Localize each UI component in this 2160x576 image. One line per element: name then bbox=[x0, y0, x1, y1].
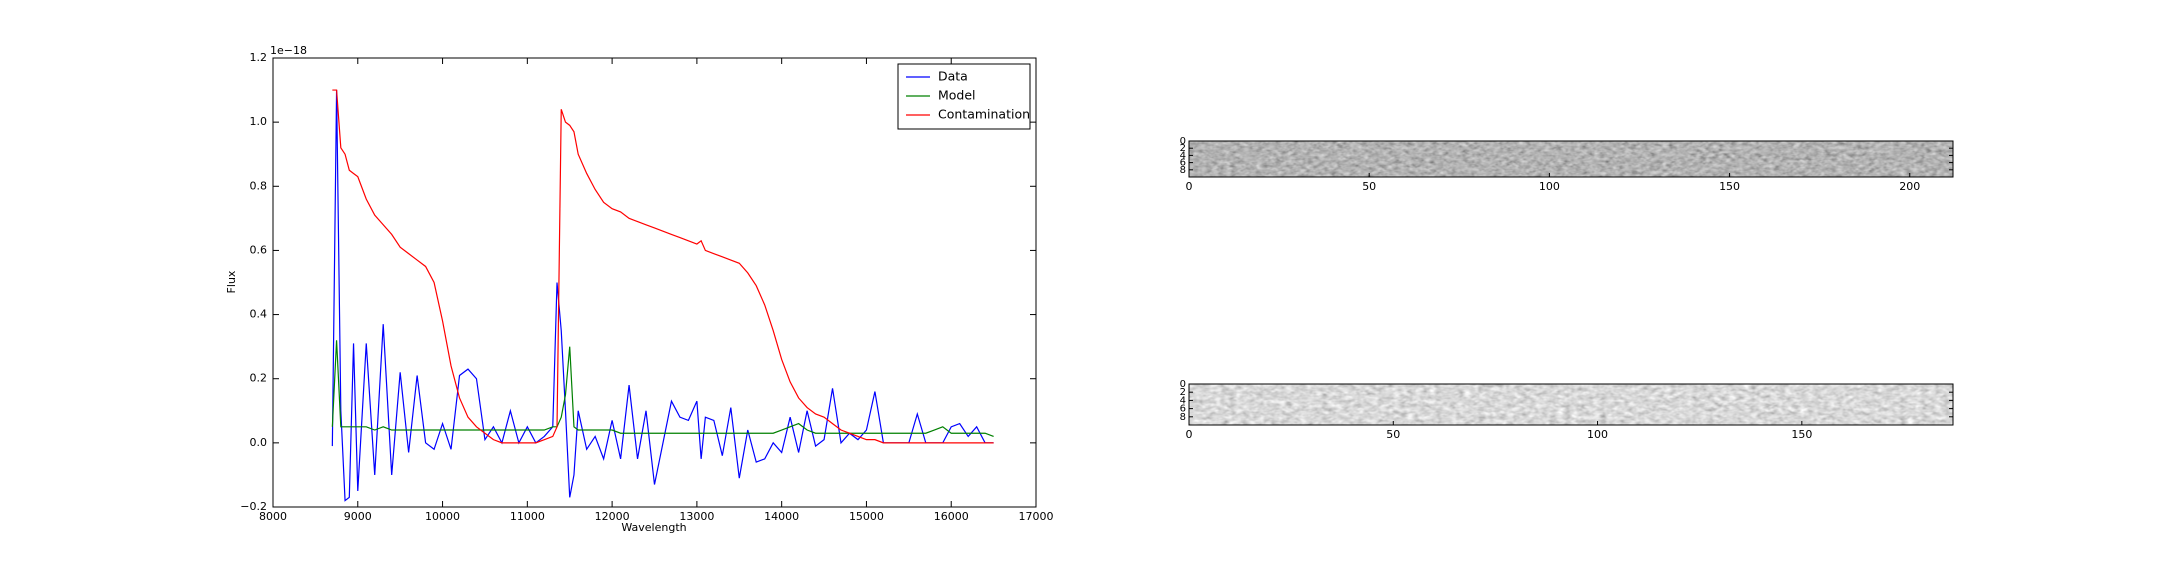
data-line bbox=[331, 90, 994, 502]
y-tick-label: 4 bbox=[1180, 150, 1186, 161]
y-tick-label: 4 bbox=[1180, 395, 1186, 406]
x-tick-label: 13000 bbox=[679, 510, 714, 523]
y-tick-label: 8 bbox=[1180, 412, 1186, 423]
x-tick-label: 50 bbox=[1386, 428, 1400, 441]
y-tick-label: 6 bbox=[1180, 158, 1186, 169]
y-axis-label: Flux bbox=[225, 270, 238, 293]
x-tick-label: 17000 bbox=[1019, 510, 1054, 523]
image-pixels bbox=[1189, 141, 1953, 177]
y-tick-label: 2 bbox=[1180, 143, 1186, 154]
data-line bbox=[332, 89, 994, 444]
y-tick-label: 6 bbox=[1180, 404, 1186, 415]
y-tick-label: 0 bbox=[1180, 379, 1186, 390]
y-tick-label: 0.4 bbox=[250, 308, 268, 321]
y-tick-label: 2 bbox=[1180, 387, 1186, 398]
x-axis-label: Wavelength bbox=[621, 521, 686, 534]
y-tick-label: 1.2 bbox=[250, 51, 268, 64]
data-line bbox=[331, 340, 994, 438]
x-tick-label: 200 bbox=[1899, 180, 1920, 193]
x-tick-label: 0 bbox=[1186, 180, 1193, 193]
axes-frame bbox=[272, 57, 1037, 508]
y-tick-label: 0.2 bbox=[250, 372, 268, 385]
axes-frame bbox=[1188, 140, 1954, 178]
x-tick-label: 100 bbox=[1587, 428, 1608, 441]
x-tick-label: 11000 bbox=[510, 510, 545, 523]
x-tick-label: 15000 bbox=[849, 510, 884, 523]
x-tick-label: 8000 bbox=[259, 510, 287, 523]
y-tick-label: 8 bbox=[1180, 165, 1186, 176]
y-tick-label: −0.2 bbox=[240, 500, 267, 513]
x-tick-label: 9000 bbox=[344, 510, 372, 523]
legend-label: Contamination bbox=[938, 107, 1030, 122]
image-pixels bbox=[1189, 384, 1953, 425]
x-tick-label: 10000 bbox=[425, 510, 460, 523]
y-tick-label: 1.0 bbox=[250, 115, 268, 128]
x-tick-label: 50 bbox=[1362, 180, 1376, 193]
y-tick-label: 0.0 bbox=[250, 436, 268, 449]
x-tick-label: 150 bbox=[1719, 180, 1740, 193]
y-tick-label: 0.6 bbox=[250, 243, 268, 256]
offset-text: 1e−18 bbox=[270, 44, 307, 57]
x-tick-label: 16000 bbox=[934, 510, 969, 523]
legend-label: Data bbox=[938, 69, 968, 84]
legend-label: Model bbox=[938, 88, 976, 103]
x-tick-label: 100 bbox=[1539, 180, 1560, 193]
x-tick-label: 150 bbox=[1791, 428, 1812, 441]
x-tick-label: 0 bbox=[1186, 428, 1193, 441]
axes-frame bbox=[1188, 383, 1954, 426]
y-tick-label: 0.8 bbox=[250, 179, 268, 192]
x-tick-label: 14000 bbox=[764, 510, 799, 523]
x-tick-label: 12000 bbox=[595, 510, 630, 523]
y-tick-label: 0 bbox=[1180, 136, 1186, 147]
